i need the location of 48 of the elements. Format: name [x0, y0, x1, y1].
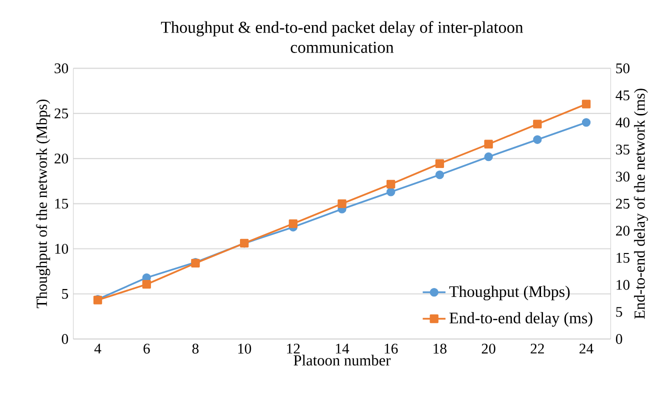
- y2-tick-label: 40: [616, 118, 630, 128]
- x-tick-label: 4: [94, 344, 102, 354]
- point: [484, 140, 493, 148]
- x-tick-label: 6: [144, 344, 150, 354]
- x-tick-label: 22: [530, 344, 544, 354]
- y2-tick-label: 20: [616, 226, 630, 236]
- point: [142, 280, 151, 289]
- x-tick-label: 8: [192, 344, 199, 354]
- point: [435, 170, 444, 180]
- point: [288, 219, 298, 228]
- y-tick-label: 25: [54, 108, 68, 118]
- y2-tick-label: 5: [616, 307, 622, 317]
- point: [386, 180, 396, 189]
- y2-axis-title: End-to-end delay of the network (ms): [634, 88, 648, 319]
- y-tick-label: 10: [55, 244, 68, 254]
- y2-tick-label: 45: [616, 90, 630, 100]
- y2-tick-label: 25: [616, 198, 630, 209]
- chart-title: Thoughput & end-to-end packet delay of inter-platoon communication: [161, 21, 524, 53]
- y2-tick-label: 30: [616, 172, 630, 182]
- y-tick-label: 20: [54, 154, 68, 164]
- y2-tick-label: 35: [616, 144, 630, 154]
- point: [435, 159, 444, 168]
- y-axis-title: Thoughput of the network (Mbps): [36, 100, 50, 308]
- y2-tick-label: 50: [616, 63, 630, 74]
- y-tick-label: 15: [55, 198, 68, 209]
- x-tick-label: 14: [336, 344, 350, 354]
- x-tick-label: 10: [238, 344, 252, 354]
- point: [386, 188, 396, 196]
- x-tick-label: 20: [482, 344, 496, 354]
- point: [484, 152, 493, 162]
- y2-tick-label: 0: [616, 334, 622, 344]
- x-tick-label: 16: [384, 344, 398, 354]
- point: [533, 120, 542, 128]
- x-axis-title: Platoon number: [294, 354, 391, 366]
- y2-tick-label: 15: [616, 252, 630, 263]
- point: [582, 100, 591, 108]
- legend-label: Thoughput (Mbps): [449, 286, 570, 300]
- x-tick-label: 18: [434, 344, 446, 354]
- legend-label: End-to-end delay (ms): [449, 312, 592, 327]
- y-tick-label: 5: [62, 289, 68, 299]
- y2-tick-label: 10: [616, 280, 630, 290]
- point: [533, 135, 542, 144]
- y-tick-label: 30: [54, 63, 68, 74]
- y-tick-label: 0: [62, 334, 68, 344]
- point: [582, 118, 591, 127]
- x-tick-label: 24: [580, 344, 594, 354]
- point: [338, 199, 346, 208]
- x-tick-label: 12: [287, 344, 300, 354]
